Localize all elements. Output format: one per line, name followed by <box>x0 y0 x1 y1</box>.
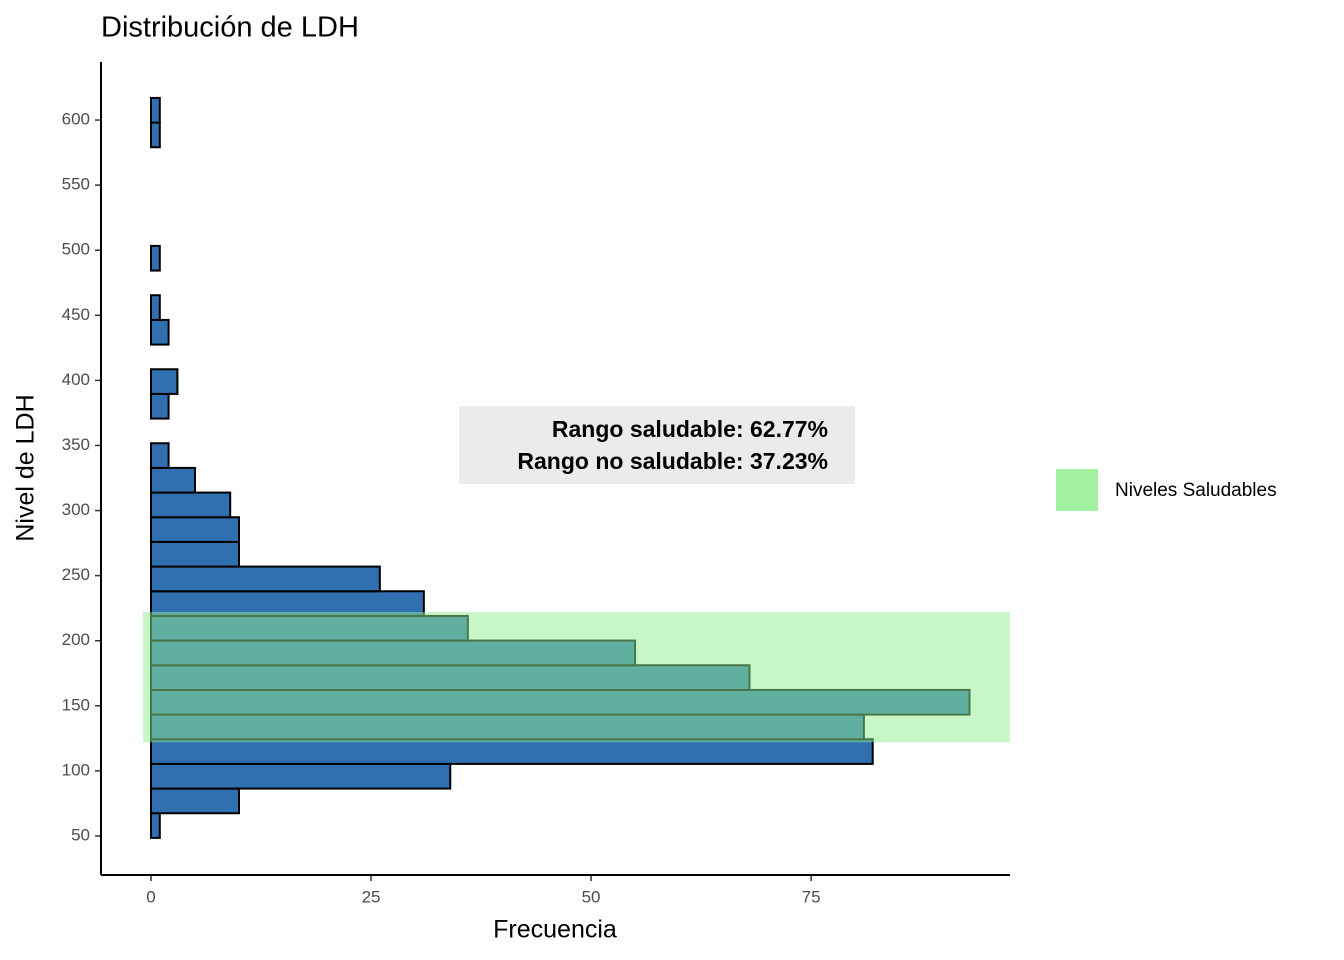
bar <box>149 762 452 790</box>
bar <box>149 812 161 839</box>
y-tick-label: 600 <box>62 110 90 129</box>
bar <box>149 738 874 765</box>
bar <box>149 96 161 124</box>
bar <box>149 540 241 568</box>
chart-title: Distribución de LDH <box>101 12 359 44</box>
y-tick-label: 550 <box>62 175 90 194</box>
y-tick-label: 300 <box>62 500 90 519</box>
bar <box>149 368 179 395</box>
bar <box>149 466 196 494</box>
bar <box>149 392 170 420</box>
bar <box>149 121 161 149</box>
y-tick-label: 200 <box>62 630 90 649</box>
plot-area: 50 100 150 200 250 300 350 400 450 500 550 600 0 25 50… <box>62 62 1010 906</box>
y-tick-label: 400 <box>62 370 90 389</box>
x-axis-title: Frecuencia <box>493 916 617 944</box>
bar <box>149 787 241 815</box>
y-tick-label: 500 <box>62 240 90 259</box>
y-tick-label: 150 <box>62 695 90 714</box>
y-axis-title: Nivel de LDH <box>12 394 40 541</box>
bar <box>149 294 161 321</box>
bar <box>149 244 161 272</box>
bar <box>149 318 170 346</box>
y-tick-label: 100 <box>62 760 90 779</box>
bar <box>149 491 232 519</box>
y-tick-label: 450 <box>62 305 90 324</box>
bar <box>149 516 241 543</box>
annotation: Rango no saludable: 37.23% <box>517 448 828 474</box>
bar <box>149 442 170 469</box>
annotation-box <box>459 406 855 484</box>
x-tick-label: 75 <box>802 887 821 906</box>
x-tick-label: 25 <box>362 887 381 906</box>
x-tick-label: 50 <box>582 887 601 906</box>
y-tick-label: 50 <box>71 825 90 844</box>
bar <box>149 565 381 593</box>
legend-label: Niveles Saludables <box>1115 480 1277 501</box>
y-tick-label: 250 <box>62 565 90 584</box>
annotation: Rango saludable: 62.77% <box>552 416 828 442</box>
x-tick-label: 0 <box>146 887 155 906</box>
bar <box>149 590 425 617</box>
healthy-band <box>143 612 1010 743</box>
legend-key <box>1056 469 1098 511</box>
y-tick-label: 350 <box>62 435 90 454</box>
